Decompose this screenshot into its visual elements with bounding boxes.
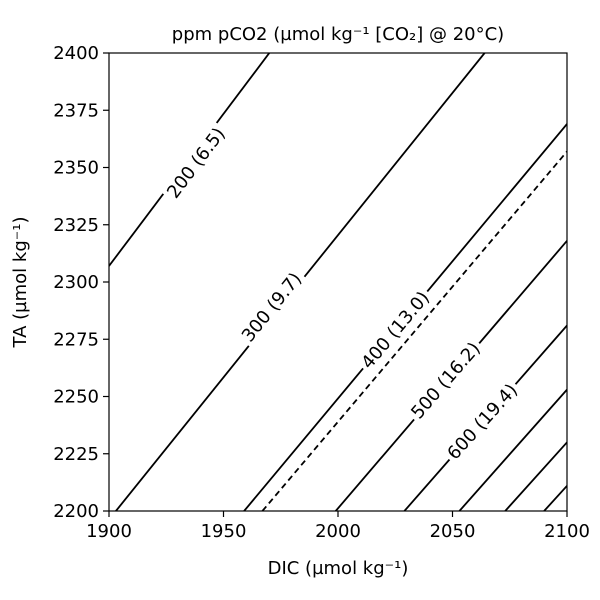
- plot-frame: [108, 52, 568, 512]
- contour-line: [504, 441, 567, 511]
- x-tick-label: 1950: [201, 521, 247, 542]
- contour-line: [261, 150, 567, 511]
- x-tick-label: 1900: [86, 521, 132, 542]
- y-tick-label: 2275: [53, 329, 99, 350]
- contour-label: 300 (9.7): [238, 269, 306, 347]
- x-axis: 1900 1950 2000 2050 2100: [86, 511, 590, 542]
- y-tick-label: 2350: [53, 158, 99, 179]
- contour-label-group: 500 (16.2): [405, 336, 487, 426]
- y-tick-label: 2250: [53, 387, 99, 408]
- y-axis-label: TA (µmol kg⁻¹): [10, 217, 31, 349]
- y-tick-label: 2225: [53, 444, 99, 465]
- contour-labels: 200 (6.5)300 (9.7) 400 (13.0)500 (16.2)60…: [161, 121, 524, 467]
- contour-label: 600 (19.4): [443, 380, 522, 464]
- contour-label-background: [405, 336, 487, 426]
- contour-label-group: 400 (13.0): [355, 285, 436, 376]
- contour-label-background: [161, 121, 232, 205]
- y-tick-label: 2400: [53, 43, 99, 64]
- contour-line: [543, 485, 567, 511]
- contour-label: 200 (6.5): [163, 124, 230, 203]
- contour-label-group: 200 (6.5): [161, 121, 232, 205]
- y-tick-label: 2325: [53, 215, 99, 236]
- contour-label-background: [441, 377, 524, 467]
- contour-label: 400 (13.0): [357, 288, 434, 374]
- y-tick-label: 2200: [53, 501, 99, 522]
- contour-line: [458, 389, 567, 511]
- chart-title: ppm pCO2 (µmol kg⁻¹ [CO₂] @ 20°C): [172, 24, 504, 45]
- y-tick-label: 2300: [53, 272, 99, 293]
- x-tick-label: 2000: [315, 521, 361, 542]
- contour-lines: [109, 53, 567, 511]
- x-tick-label: 2050: [430, 521, 476, 542]
- contour-label-group: 300 (9.7): [235, 266, 309, 349]
- x-axis-label: DIC (µmol kg⁻¹): [268, 558, 409, 579]
- y-axis: 2200 2225 2250 2275 2300 2325 2350 2375 2400: [53, 43, 109, 522]
- contour-label-background: [235, 266, 309, 349]
- y-tick-label: 2375: [53, 100, 99, 121]
- contour-label: 500 (16.2): [407, 338, 485, 423]
- x-tick-label: 2100: [544, 521, 590, 542]
- contour-label-background: [355, 285, 436, 376]
